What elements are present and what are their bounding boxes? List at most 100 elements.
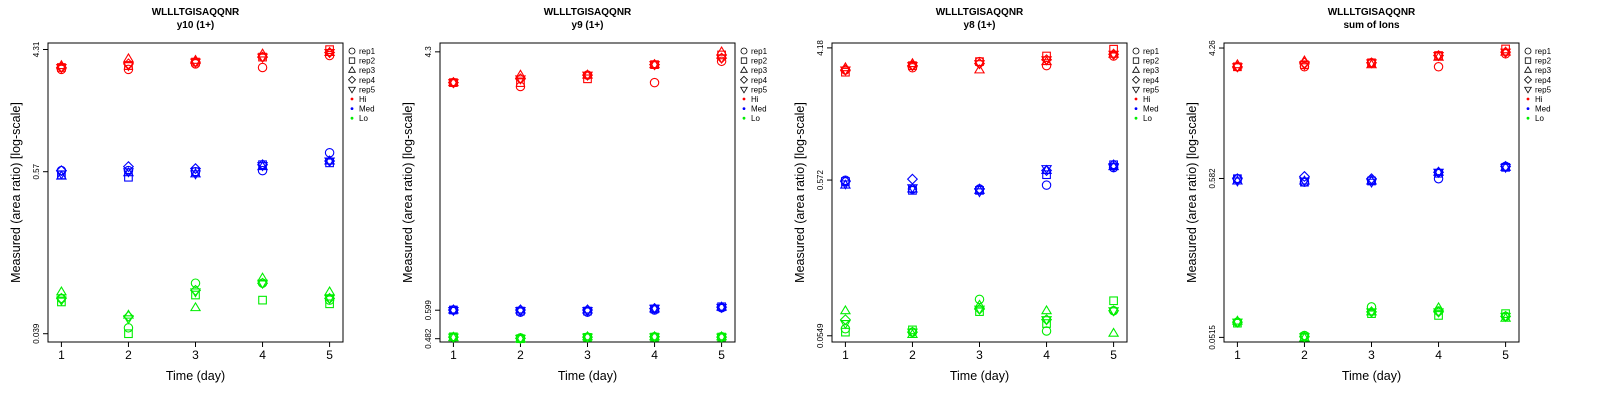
data-point-med-rep5 (514, 307, 527, 317)
data-point-med-rep2 (1042, 170, 1051, 180)
data-point-hi-rep3 (1500, 46, 1512, 56)
data-point-lo-rep5 (55, 296, 67, 307)
data-point-lo-rep3 (1108, 327, 1120, 337)
legend-color-dot-hi (1526, 97, 1530, 101)
data-point-lo-rep2 (1042, 319, 1051, 328)
legend-color-dot-med (1526, 107, 1530, 110)
data-point-med-rep4 (189, 163, 202, 175)
legend-symbol-rep2 (348, 57, 356, 64)
data-point-med-rep5 (648, 304, 661, 315)
chart-subtitle: sum of Ions (1343, 20, 1400, 31)
chart-subtitle: y10 (1+) (177, 20, 215, 31)
data-point-hi-rep1 (1041, 60, 1052, 71)
data-point-med-rep5 (581, 307, 594, 317)
legend-label: Med (1143, 105, 1159, 114)
data-point-hi-rep3 (324, 46, 336, 57)
data-point-lo-rep3 (514, 332, 527, 343)
data-point-med-rep3 (1432, 166, 1445, 176)
x-tick-label: 1 (842, 348, 849, 362)
data-point-med-rep1 (123, 165, 134, 176)
chart-subtitle: y8 (1+) (964, 20, 996, 31)
data-point-lo-rep5 (1108, 307, 1120, 317)
x-tick-label: 3 (1368, 348, 1375, 362)
data-point-lo-rep2 (191, 290, 200, 300)
legend-label: rep1 (359, 47, 376, 56)
data-point-med-rep5 (973, 188, 986, 198)
data-point-med-rep1 (1433, 173, 1444, 184)
data-point-med-rep5 (55, 170, 67, 180)
data-point-lo-rep5 (648, 333, 661, 343)
data-point-med-rep5 (447, 306, 459, 317)
y-tick-label: 0.582 (1208, 168, 1217, 189)
legend-symbol-rep4 (1523, 75, 1533, 84)
data-point-lo-rep3 (256, 272, 269, 282)
x-tick-label: 2 (517, 348, 524, 362)
y-tick-label: 4.3 (424, 46, 433, 58)
data-point-hi-rep5 (1365, 59, 1378, 69)
legend-symbol-rep1 (1132, 47, 1140, 55)
chart-panel-3: WLLLTGISAQQNR y8 (1+) 1 2 3 4 5 Time (day) 0.054… (793, 7, 1160, 383)
x-tick-label: 2 (125, 348, 132, 362)
legend-label: Hi (1535, 95, 1543, 104)
data-point-lo-rep5 (581, 333, 594, 343)
plot-area-frame (439, 42, 736, 343)
legend-label: rep5 (359, 85, 376, 94)
x-axis-label: Time (day) (950, 369, 1009, 383)
chart-panel-4: WLLLTGISAQQNR sum of Ions 1 2 3 4 5 Time (day) 0… (1185, 7, 1552, 383)
data-point-hi-rep3 (1108, 48, 1120, 58)
data-point-lo-rep5 (1231, 318, 1243, 329)
x-axis-label: Time (day) (558, 369, 617, 383)
data-point-lo-rep5 (906, 328, 919, 339)
data-point-med-rep4 (906, 173, 919, 185)
data-point-med-rep4 (973, 183, 986, 195)
data-point-hi-rep5 (256, 53, 269, 63)
legend-label: rep1 (1535, 47, 1552, 56)
legend-symbol-rep4 (739, 75, 749, 84)
legend-symbol-rep1 (348, 47, 356, 55)
data-point-lo-rep3 (1365, 306, 1378, 316)
legend-label: rep1 (751, 47, 768, 56)
y-axis-label: Measured (area ratio) [log-scale] (9, 102, 23, 283)
data-point-hi-rep5 (839, 66, 851, 76)
data-point-med-rep3 (716, 301, 728, 311)
data-point-lo-rep3 (839, 304, 851, 315)
legend-color-dot-lo (350, 116, 354, 120)
legend-label: rep3 (359, 66, 376, 75)
data-point-med-rep5 (1108, 163, 1120, 173)
legend-label: rep4 (1535, 76, 1552, 85)
data-point-hi-rep3 (648, 58, 661, 69)
data-point-hi-rep5 (1108, 50, 1120, 61)
data-point-hi-rep5 (514, 75, 527, 85)
data-point-lo-rep3 (324, 285, 336, 296)
data-point-hi-rep1 (257, 62, 268, 73)
data-point-lo-rep4 (839, 314, 851, 326)
legend-symbol-rep3 (347, 65, 357, 73)
x-tick-label: 4 (1435, 348, 1442, 362)
data-point-med-rep3 (1500, 161, 1512, 171)
legend-symbol-rep5 (1523, 86, 1533, 94)
legend-color-dot-hi (350, 97, 354, 101)
chart-panel-2: WLLLTGISAQQNR y9 (1+) 1 2 3 4 5 Time (day) 0.482… (401, 7, 768, 383)
x-tick-label: 4 (259, 348, 266, 362)
data-point-lo-rep3 (189, 301, 202, 312)
data-point-lo-rep3 (648, 330, 661, 341)
x-tick-label: 2 (1301, 348, 1308, 362)
data-point-hi-rep1 (1433, 62, 1444, 72)
legend-label: rep4 (359, 76, 376, 85)
data-point-lo-rep5 (1500, 312, 1512, 323)
legend-label: rep4 (751, 76, 768, 85)
legend-label: rep2 (1535, 57, 1552, 66)
data-point-lo-rep5 (839, 320, 851, 330)
legend-color-dot-lo (1134, 116, 1138, 120)
y-tick-label: 0.572 (816, 170, 825, 191)
x-tick-label: 5 (1502, 348, 1509, 362)
legend-label: rep2 (751, 57, 768, 66)
data-point-hi-rep5 (1298, 61, 1311, 71)
y-tick-label: 0.57 (32, 163, 41, 179)
data-point-lo-rep3 (55, 285, 67, 296)
legend-symbol-rep3 (1523, 65, 1533, 73)
legend-symbol-rep3 (1131, 65, 1141, 73)
legend-symbol-rep5 (739, 86, 749, 94)
data-point-hi-rep5 (447, 79, 459, 89)
data-point-hi-rep1 (716, 56, 727, 67)
